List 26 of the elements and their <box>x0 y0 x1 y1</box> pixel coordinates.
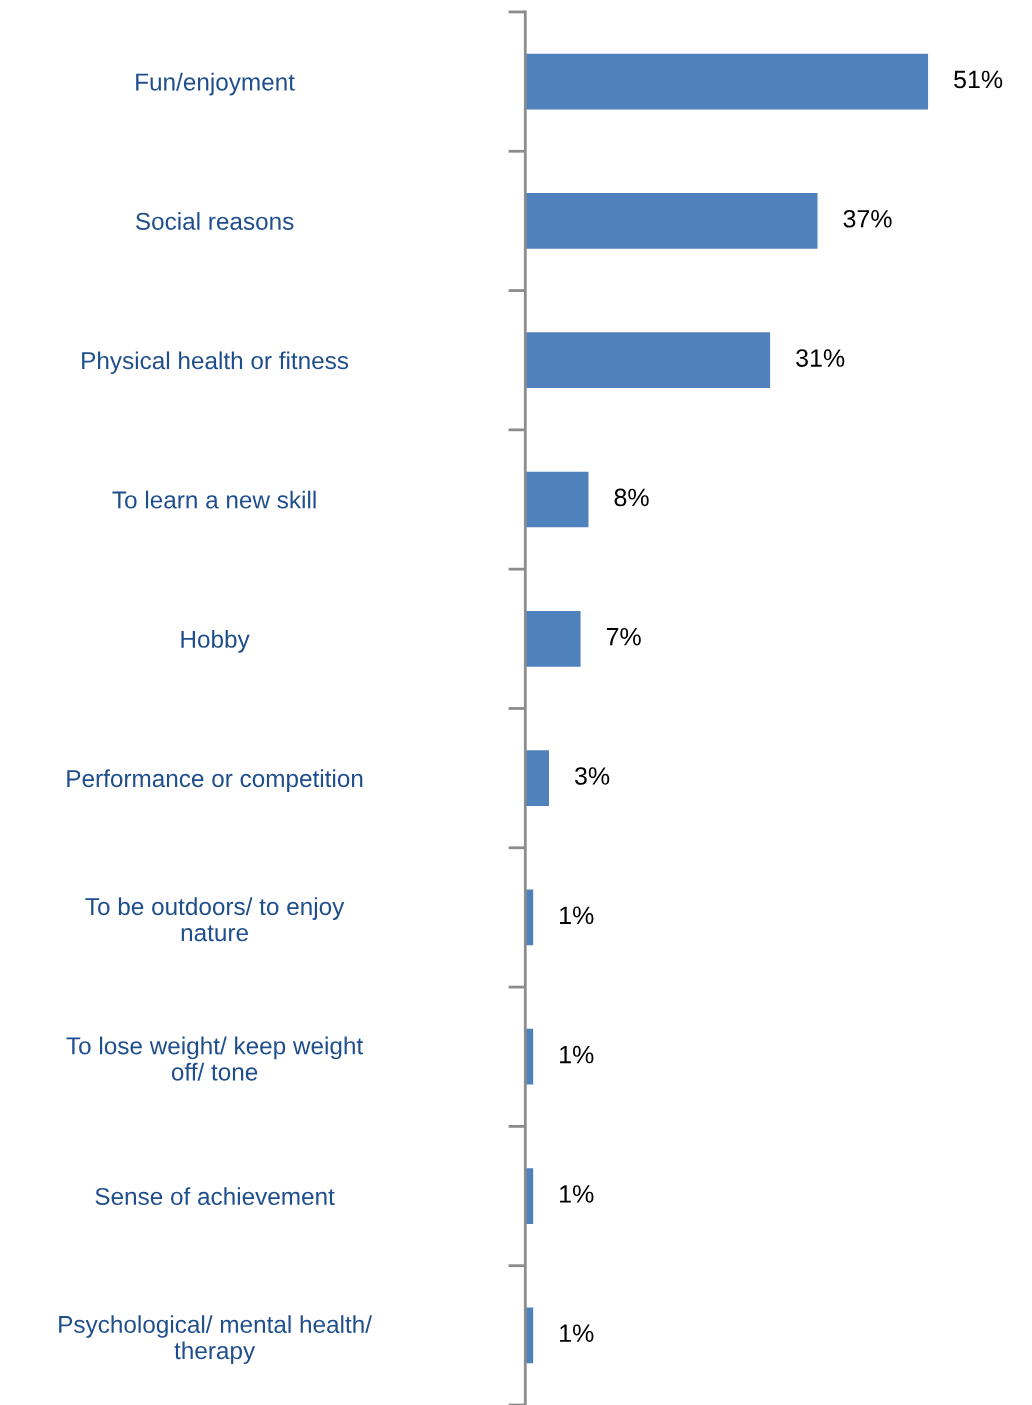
bar <box>525 610 581 667</box>
bar <box>525 471 589 528</box>
y-tick-label: Fun/enjoyment <box>136 72 295 96</box>
y-tick-label: Sense of achievement <box>95 1187 335 1206</box>
data-label: 1% <box>560 906 594 925</box>
y-tick-label: To lose weight/ keep weight off/ tone <box>66 1036 364 1081</box>
bar <box>525 193 818 249</box>
y-tick-label: Social reasons <box>135 212 294 230</box>
bar <box>525 332 771 389</box>
data-label: 51% <box>954 70 1003 89</box>
y-tick-label: To learn a new skill <box>112 490 316 509</box>
data-label: 37% <box>843 209 892 228</box>
data-label: 1% <box>560 1045 594 1064</box>
bar <box>525 750 549 806</box>
y-tick-label: Performance or competition <box>67 769 363 792</box>
y-tick-label: Psychological/ mental health/ therapy <box>59 1315 372 1365</box>
data-label: 31% <box>796 349 845 367</box>
data-label: 1% <box>560 1185 594 1203</box>
data-label: 1% <box>560 1324 594 1342</box>
data-label: 7% <box>606 627 641 646</box>
bar <box>525 53 929 110</box>
y-tick-label: Hobby <box>181 630 250 653</box>
y-tick-label: To be outdoors/ to enjoy nature <box>85 897 345 942</box>
data-label: 8% <box>614 488 649 507</box>
y-tick-label: Physical health or fitness <box>82 351 349 375</box>
data-label: 3% <box>574 767 610 785</box>
